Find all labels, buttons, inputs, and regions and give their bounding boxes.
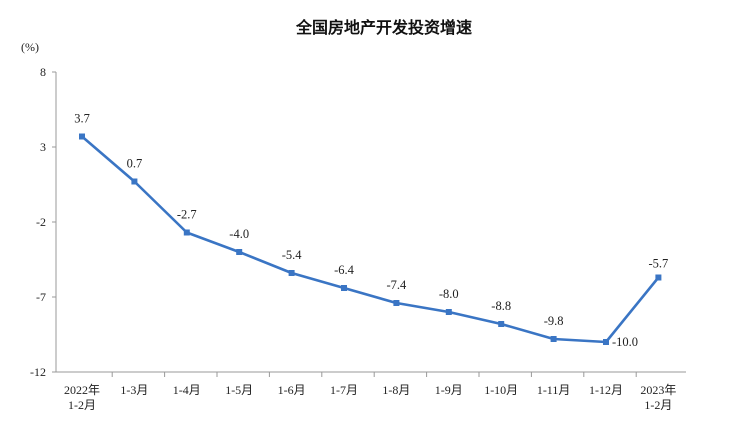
data-labels: 3.7 0.7 -2.7 -4.0 -5.4 -6.4 -7.4 -8.0 -8.8 -9.8 -1… <box>74 112 668 350</box>
data-point-marker <box>498 321 505 327</box>
chart-title: 全国房地产开发投资增速 <box>295 18 472 37</box>
data-label: -2.7 <box>177 208 197 222</box>
data-label: -6.4 <box>334 263 355 277</box>
x-axis-ticks: 2022年 1-2月 1-3月 1-4月 1-5月 1-6月 1-7月 1-8月 1-9月 1-1… <box>64 372 676 412</box>
data-label: -5.4 <box>282 248 303 262</box>
data-point-marker <box>341 285 347 291</box>
data-point-marker <box>79 133 85 140</box>
data-label: -7.4 <box>387 278 408 292</box>
data-label: -4.0 <box>229 227 249 241</box>
y-tick-label: -12 <box>30 365 46 379</box>
data-point-marker <box>655 274 662 281</box>
y-axis-ticks: 8 3 -2 -7 -12 <box>30 65 56 379</box>
data-point-marker <box>550 336 557 342</box>
x-tick-label: 1-4月 <box>173 383 201 397</box>
x-tick-label: 1-8月 <box>382 383 410 397</box>
x-tick-label: 1-6月 <box>278 383 306 397</box>
y-tick-label: 8 <box>40 65 46 79</box>
x-tick-label: 1-3月 <box>120 383 148 397</box>
y-tick-label: -2 <box>36 215 46 229</box>
y-axis-unit: (%) <box>21 40 39 54</box>
data-label: -8.8 <box>491 299 511 313</box>
data-point-marker <box>288 270 295 276</box>
data-point-marker <box>236 249 243 255</box>
x-tick-label: 1-11月 <box>537 383 571 397</box>
data-label: -10.0 <box>612 335 638 349</box>
axes <box>55 72 686 373</box>
data-label: 3.7 <box>74 112 90 126</box>
data-label: -8.0 <box>439 287 459 301</box>
y-tick-label: -7 <box>36 290 46 304</box>
data-point-marker <box>445 309 452 315</box>
y-tick-label: 3 <box>40 140 46 154</box>
data-label: -5.7 <box>649 257 669 271</box>
data-label: -9.8 <box>544 314 564 328</box>
x-tick-label: 2023年 1-2月 <box>640 383 676 412</box>
x-tick-label: 1-9月 <box>435 383 463 397</box>
series-line-group <box>79 133 662 345</box>
x-tick-label: 1-12月 <box>589 383 623 397</box>
data-point-marker <box>183 229 190 236</box>
x-tick-label: 2022年 1-2月 <box>64 383 100 412</box>
series-line <box>81 135 660 344</box>
x-tick-label: 1-5月 <box>225 383 253 397</box>
x-tick-label: 1-10月 <box>484 383 518 397</box>
data-label: 0.7 <box>127 157 143 171</box>
data-point-marker <box>131 178 138 185</box>
x-tick-label: 1-7月 <box>330 383 358 397</box>
data-point-marker <box>603 339 609 345</box>
data-point-marker <box>393 300 400 306</box>
